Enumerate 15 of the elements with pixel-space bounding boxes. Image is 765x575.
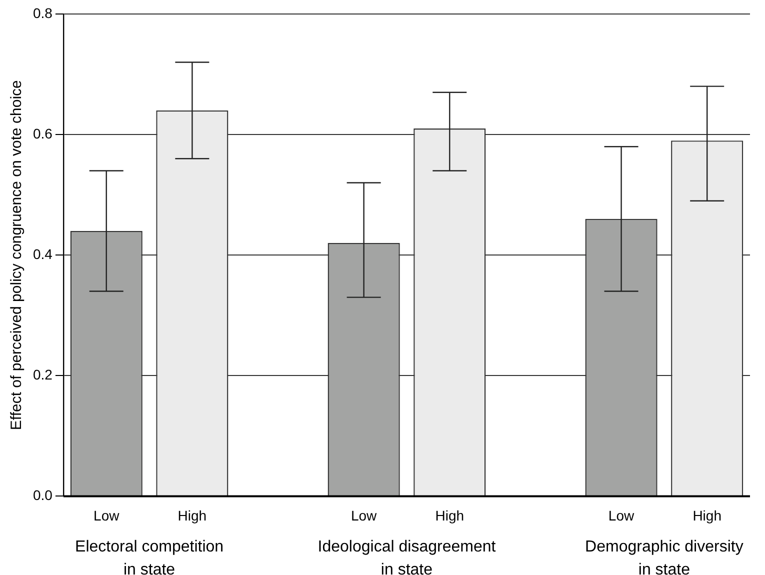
x-tick-label: Low: [94, 507, 120, 524]
text: Ideological disagreement in state: [318, 538, 496, 575]
text: Electoral competition in state: [75, 538, 224, 575]
text: Demographic diversity in state: [585, 538, 744, 575]
x-tick-label: Low: [350, 507, 378, 524]
x-tick-label: High: [435, 507, 464, 524]
y-tick-label: 0.0: [32, 487, 53, 504]
x-tick-label: High: [692, 507, 722, 524]
x-tick-label: High: [178, 507, 207, 524]
y-tick-label: 0.8: [32, 4, 53, 21]
y-tick-label: 0.6: [32, 125, 53, 142]
x-tick-label: Low: [608, 507, 636, 524]
y-axis-title: Effect of perceived policy congruence on vote choice: [8, 80, 26, 430]
y-tick-label: 0.2: [32, 366, 53, 383]
y-tick-label: 0.4: [32, 246, 53, 262]
